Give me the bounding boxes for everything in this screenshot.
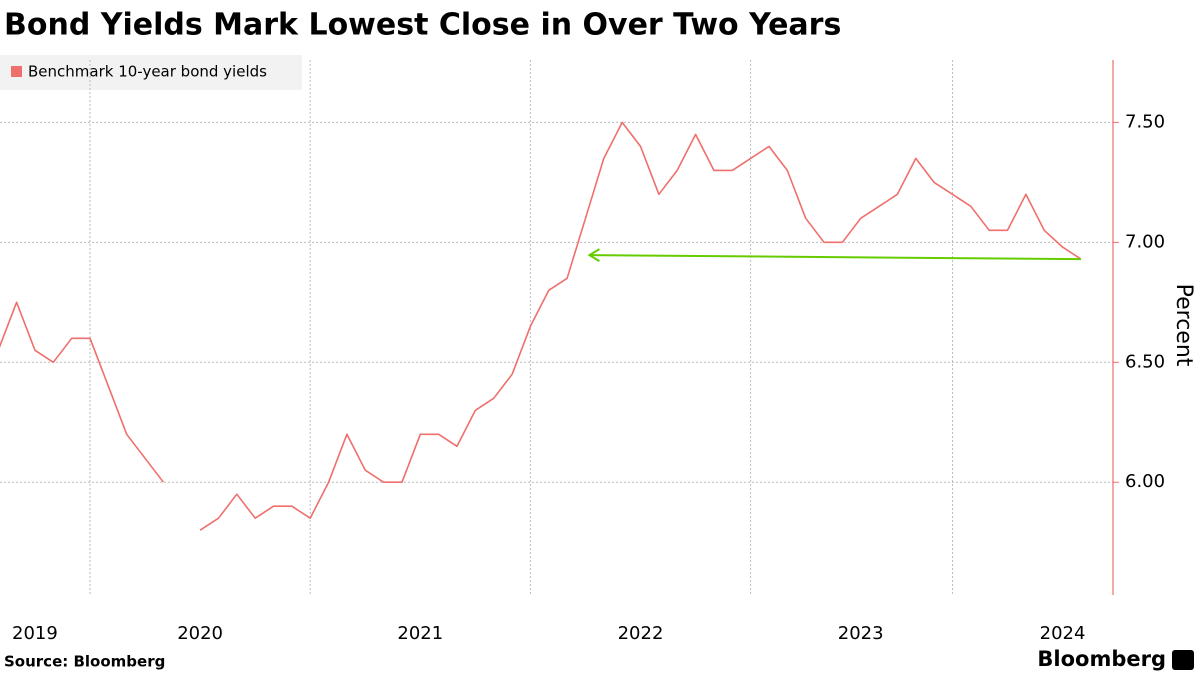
y-axis-label: Percent — [1171, 284, 1196, 367]
brand-icon — [1172, 650, 1194, 670]
legend-label: Benchmark 10-year bond yields — [28, 63, 267, 81]
x-tick-label: 2023 — [838, 623, 884, 644]
y-tick-label: 6.50 — [1125, 351, 1165, 372]
legend-swatch — [11, 66, 22, 77]
source: Source: Bloomberg — [4, 653, 165, 671]
annotation-arrowhead — [587, 248, 600, 262]
x-tick-label: 2022 — [618, 623, 664, 644]
y-tick-label: 7.00 — [1125, 231, 1165, 252]
brand-logo: Bloomberg — [1037, 647, 1166, 671]
y-tick-label: 7.50 — [1125, 111, 1165, 132]
x-tick-label: 2021 — [397, 623, 443, 644]
y-tick-label: 6.00 — [1125, 471, 1165, 492]
x-tick-label: 2019 — [12, 623, 58, 644]
legend-box — [0, 55, 302, 90]
x-tick-label: 2020 — [177, 623, 223, 644]
annotation-arrow — [589, 254, 1081, 261]
x-tick-label: 2024 — [1040, 623, 1086, 644]
line-series — [0, 121, 1082, 531]
chart-title: Bond Yields Mark Lowest Close in Over Tw… — [4, 8, 841, 43]
